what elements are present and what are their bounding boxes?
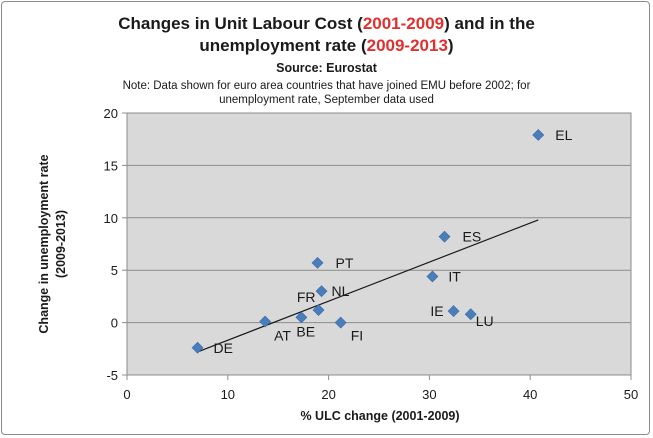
data-points: DE AT BE FR NL PT FI IT ES IE LU EL xyxy=(191,127,573,356)
x-tick-label: 10 xyxy=(221,387,235,402)
gridlines xyxy=(127,164,631,324)
point-fi xyxy=(334,316,347,329)
title-period-unemployment: 2009-2013 xyxy=(366,36,448,55)
plot-area xyxy=(126,112,632,376)
chart-note-line2: unemployment rate, September data used xyxy=(219,94,434,106)
point-it xyxy=(426,270,439,283)
point-es xyxy=(438,230,451,243)
point-be xyxy=(295,311,308,324)
point-lu xyxy=(464,308,477,321)
title-period-ulc: 2001-2009 xyxy=(362,14,445,33)
axis-ticks: -5 0 5 10 15 20 0 10 20 30 40 50 xyxy=(104,106,639,402)
y-tick-label: 10 xyxy=(104,211,118,226)
x-axis-title: % ULC change (2001-2009) xyxy=(300,409,459,423)
title-part-a: Changes in Unit Labour Cost ( xyxy=(118,14,363,33)
point-el xyxy=(532,129,545,141)
point-label-es: ES xyxy=(463,229,482,245)
chart-title-line1: Changes in Unit Labour Cost (2001-2009) … xyxy=(0,14,653,34)
point-ie xyxy=(447,305,460,317)
title2-part-c: ) xyxy=(447,36,454,55)
point-label-nl: NL xyxy=(332,283,350,299)
point-at xyxy=(259,315,272,328)
point-nl xyxy=(315,285,328,298)
point-label-ie: IE xyxy=(430,303,443,319)
chart-note-line1: Note: Data shown for euro area countries… xyxy=(122,80,531,92)
point-pt xyxy=(311,256,324,269)
trend-line xyxy=(197,219,539,353)
chart-source: Source: Eurostat xyxy=(276,61,377,75)
y-tick-label: 15 xyxy=(104,158,118,173)
y-axis-title-line1: Change in unemployment rate xyxy=(37,154,51,333)
x-tick-label: 20 xyxy=(321,387,335,402)
point-label-lu: LU xyxy=(476,313,494,329)
x-tick-label: 40 xyxy=(523,387,537,402)
point-label-at: AT xyxy=(274,328,291,344)
x-tick-label: 30 xyxy=(422,387,436,402)
point-label-be: BE xyxy=(296,323,315,339)
y-tick-label: 20 xyxy=(104,106,118,121)
title-part-c: ) and in the xyxy=(444,14,535,33)
point-label-fr: FR xyxy=(297,289,316,305)
y-tick-label: 0 xyxy=(111,316,118,331)
y-axis-title-line2: (2009-2013) xyxy=(54,210,68,278)
point-label-it: IT xyxy=(448,268,461,284)
point-fr xyxy=(312,304,325,316)
point-label-fi: FI xyxy=(351,328,363,344)
title2-part-a: unemployment rate ( xyxy=(199,36,367,55)
x-tick-label: 50 xyxy=(624,387,638,402)
y-tick-label: 5 xyxy=(111,263,118,278)
x-tick-label: 0 xyxy=(123,387,130,402)
point-label-de: DE xyxy=(214,340,233,356)
chart-title-line2: unemployment rate (2009-2013) xyxy=(0,36,653,56)
y-tick-label: -5 xyxy=(106,368,118,383)
point-de xyxy=(191,341,204,354)
point-label-pt: PT xyxy=(336,255,354,271)
point-label-el: EL xyxy=(555,127,572,143)
